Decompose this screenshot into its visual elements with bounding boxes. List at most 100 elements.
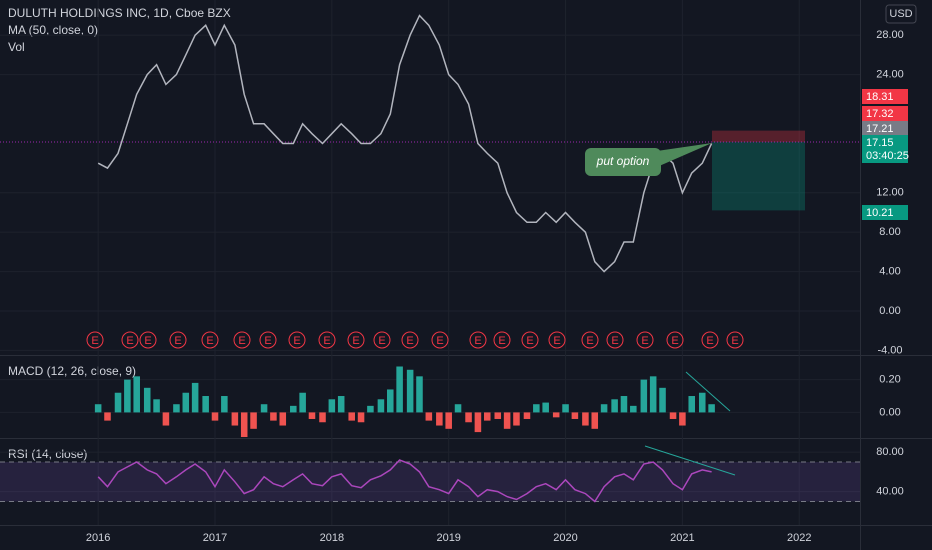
macd-bar [270, 412, 277, 421]
macd-bar [669, 412, 677, 419]
macd-bar [630, 405, 637, 413]
macd-bar [182, 392, 190, 413]
macd-bar [698, 392, 706, 413]
x-tick-label: 2022 [787, 532, 811, 544]
position-stop [712, 130, 805, 143]
x-tick-label: 2018 [320, 532, 344, 544]
macd-bar [260, 404, 268, 413]
macd-bar [221, 396, 228, 413]
annotation-pointer [650, 143, 712, 170]
x-tick-label: 2020 [553, 532, 577, 544]
earnings-marker [201, 331, 219, 349]
macd-bar [600, 404, 608, 413]
price-tag [862, 121, 908, 136]
macd-bar [377, 399, 385, 413]
price-tag-label: 18.31 [866, 91, 894, 103]
y-tick-label: 24.00 [876, 68, 904, 80]
macd-bar [425, 412, 433, 421]
macd-bar [416, 376, 423, 413]
price-tag [862, 205, 908, 220]
earnings-label: E [498, 335, 505, 347]
macd-bar [582, 412, 589, 426]
earnings-marker [548, 331, 566, 349]
indicator-legend: MA (50, close, 0) [8, 23, 98, 37]
price-tag [862, 106, 908, 121]
macd-bar [523, 412, 531, 419]
macd-bar [357, 412, 365, 423]
macd-bar [620, 396, 628, 413]
earnings-marker [86, 331, 104, 349]
rsi-band-fill [0, 462, 860, 502]
x-tick-label: 2017 [203, 532, 227, 544]
y-tick-label: 0.00 [879, 305, 900, 317]
macd-bar [133, 376, 140, 413]
macd-bar [124, 379, 131, 413]
earnings-marker [259, 331, 277, 349]
earnings-marker [318, 331, 336, 349]
macd-bar [513, 412, 520, 426]
earnings-label: E [238, 335, 245, 347]
macd-bar [396, 366, 403, 413]
earnings-label: E [174, 335, 181, 347]
macd-bar [708, 404, 715, 413]
macd-bar [649, 376, 657, 413]
earnings-label: E [731, 335, 738, 347]
earnings-label: E [586, 335, 593, 347]
y-tick-label: 12.00 [876, 187, 904, 199]
macd-bar [328, 399, 336, 413]
macd-bar [445, 412, 452, 429]
macd-bar [533, 404, 540, 413]
y-tick-label: 0.20 [879, 374, 900, 386]
macd-bar [104, 412, 111, 421]
macd-bar [454, 404, 462, 413]
earnings-marker [606, 331, 624, 349]
earnings-marker [701, 331, 719, 349]
price-tag [862, 135, 908, 163]
earnings-marker [169, 331, 187, 349]
macd-bar [240, 412, 248, 438]
earnings-marker [288, 331, 306, 349]
earnings-marker [469, 331, 487, 349]
earnings-marker [581, 331, 599, 349]
earnings-label: E [264, 335, 271, 347]
earnings-label: E [671, 335, 678, 347]
earnings-label: E [91, 335, 98, 347]
macd-bar [465, 412, 472, 423]
price-tag-label: 17.21 [866, 123, 894, 135]
earnings-marker [493, 331, 511, 349]
macd-bar [679, 412, 686, 426]
macd-bar [94, 404, 102, 413]
y-tick-label: 28.00 [876, 29, 904, 41]
macd-bar [153, 399, 160, 413]
macd-bar [191, 382, 199, 413]
y-tick-label: 80.00 [876, 446, 904, 458]
indicator-legend: Vol [8, 40, 25, 54]
macd-bar [348, 412, 355, 421]
macd-bar [640, 379, 648, 413]
y-tick-label: 0.00 [879, 406, 900, 418]
macd-bar [387, 389, 394, 413]
macd-bar [406, 369, 414, 413]
macd-bar [542, 402, 549, 413]
earnings-label: E [323, 335, 330, 347]
price-tag-time: 03:40:25 [866, 150, 909, 162]
x-tick-label: 2021 [670, 532, 694, 544]
macd-bar [114, 392, 122, 413]
currency[interactable]: USD [889, 8, 912, 20]
y-tick-label: 4.00 [879, 265, 900, 277]
earnings-label: E [611, 335, 618, 347]
earnings-label: E [293, 335, 300, 347]
earnings-label: E [706, 335, 713, 347]
currency-box[interactable] [885, 4, 917, 24]
macd-bar [173, 404, 180, 413]
macd-bar [688, 396, 696, 413]
earnings-marker [347, 331, 365, 349]
earnings-marker [666, 331, 684, 349]
macd-bar [436, 412, 443, 426]
rsi-legend: RSI (14, close) [8, 447, 87, 461]
earnings-label: E [126, 335, 133, 347]
macd-bar [143, 387, 151, 413]
series-line [97, 459, 712, 503]
macd-bar [319, 412, 326, 423]
